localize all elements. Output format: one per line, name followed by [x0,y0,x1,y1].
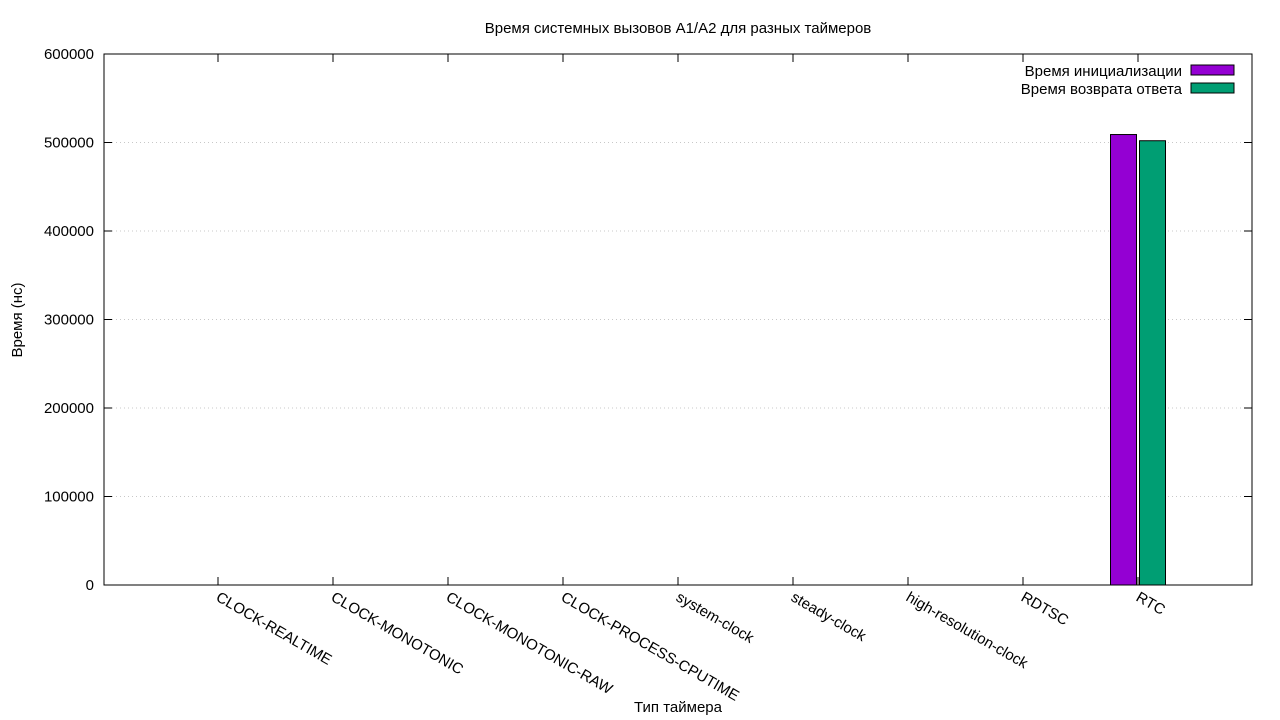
chart-title: Время системных вызовов A1/A2 для разных… [485,20,872,37]
x-axis-label: Тип таймера [634,699,723,716]
bar [1110,134,1137,586]
y-tick-label: 600000 [44,46,94,63]
y-tick-label: 500000 [44,135,94,152]
bars [1110,134,1166,586]
y-tick-label: 400000 [44,223,94,240]
y-axis: 0 100000 200000 300000 400000 500000 600000 [44,46,1252,594]
legend-label: Время инициализации [1025,63,1182,80]
y-tick-label: 200000 [44,400,94,417]
x-tick-label: RTC [1133,589,1168,619]
x-tick-label: steady-clock [788,589,869,646]
x-tick-label: CLOCK-PROCESS-CPUTIME [558,589,742,705]
x-tick-label: high-resolution-clock [903,589,1031,673]
legend-swatch [1190,64,1235,76]
grid-lines [104,142,1252,497]
bar [1139,140,1166,586]
x-tick-label: system-clock [673,589,757,647]
x-tick-label: RDTSC [1018,589,1071,630]
y-tick-label: 100000 [44,489,94,506]
x-axis: CLOCK-REALTIMECLOCK-MONOTONICCLOCK-MONOT… [213,54,1168,705]
legend-label: Время возврата ответа [1021,81,1183,98]
y-tick-label: 0 [86,577,94,594]
x-tick-label: CLOCK-REALTIME [213,589,335,669]
y-axis-label: Время (нс) [9,282,26,357]
legend-swatch [1190,82,1235,94]
y-tick-label: 300000 [44,312,94,329]
